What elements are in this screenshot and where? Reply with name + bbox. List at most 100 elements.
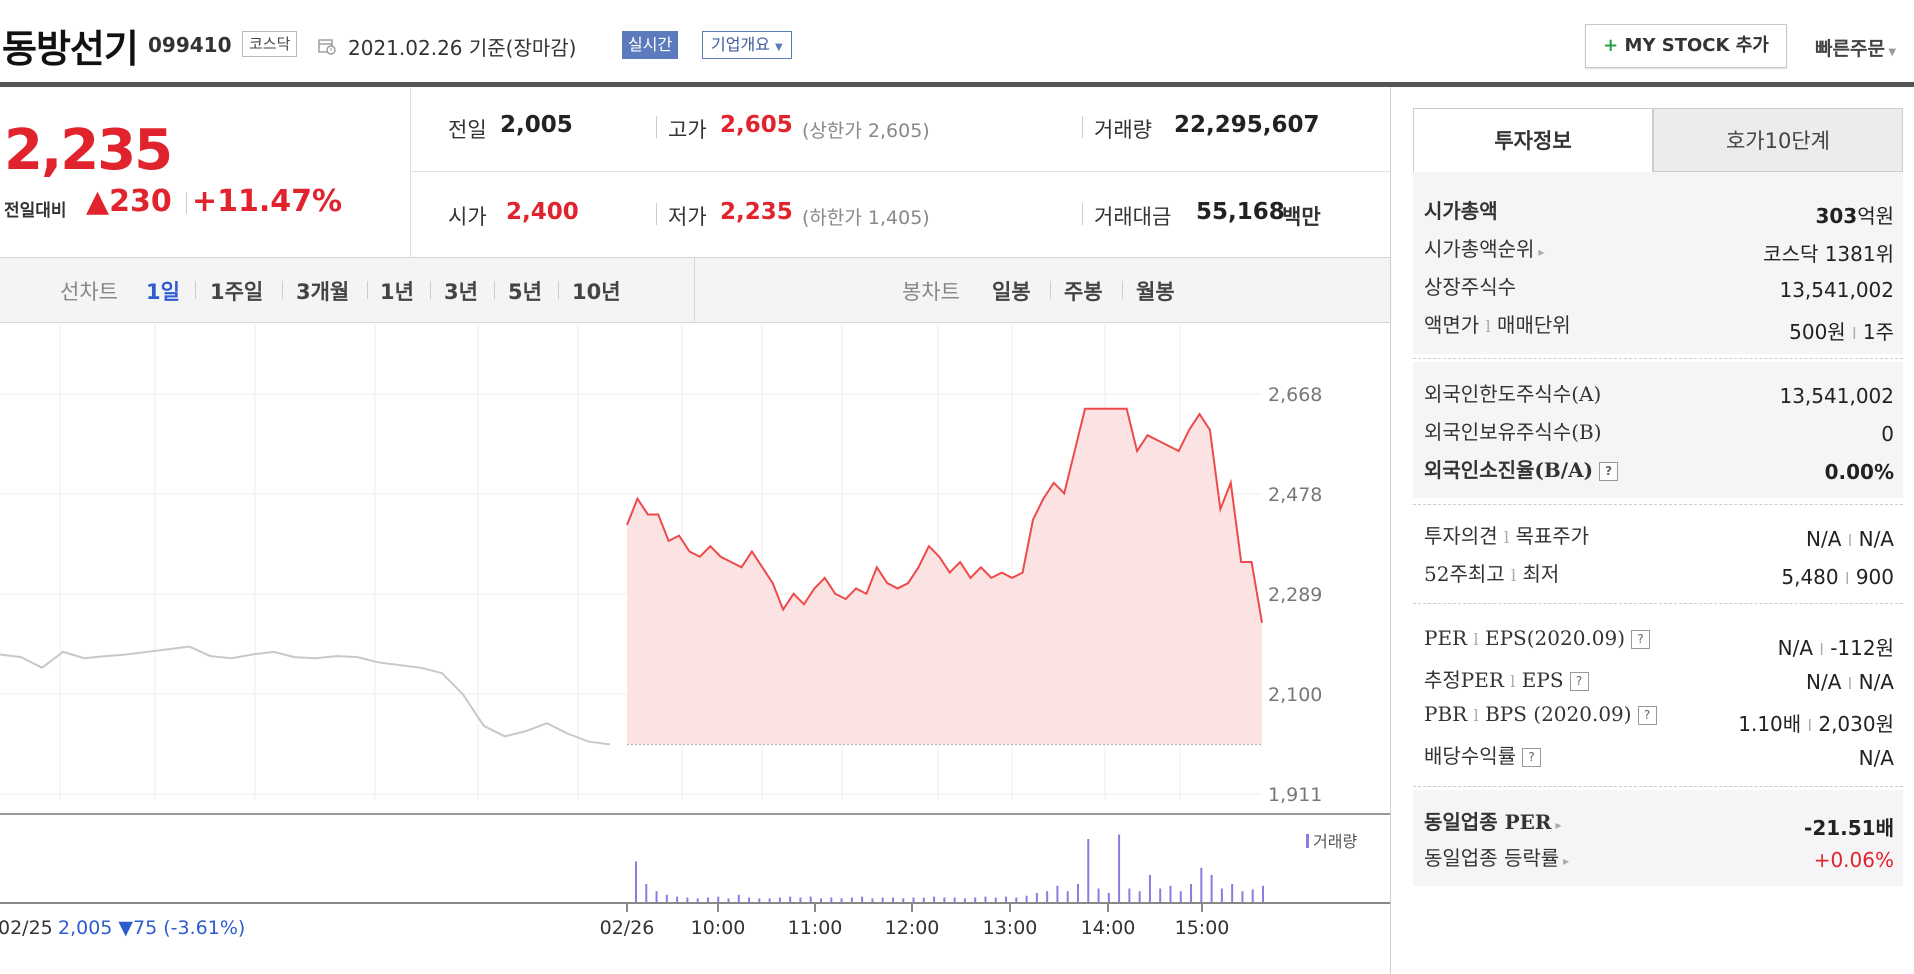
divider bbox=[282, 281, 283, 299]
tab-1w[interactable]: 1주일 bbox=[210, 280, 264, 304]
market-cap-value: 303억원 bbox=[1815, 204, 1894, 228]
tab-3m[interactable]: 3개월 bbox=[296, 280, 350, 304]
divider bbox=[1413, 786, 1903, 787]
w52-value: 5,480 l 900 bbox=[1781, 565, 1894, 589]
caret-right-icon: ▸ bbox=[1555, 818, 1562, 832]
divider bbox=[1082, 203, 1083, 225]
volume-bar bbox=[1241, 891, 1244, 902]
help-icon[interactable]: ? bbox=[1631, 630, 1651, 649]
volume-bar bbox=[655, 891, 658, 902]
volume-bar bbox=[748, 897, 751, 902]
company-overview-dropdown[interactable]: 기업개요 ▼ bbox=[702, 31, 792, 59]
volume-bar bbox=[706, 897, 709, 902]
volume-bar bbox=[881, 897, 884, 902]
pbr-bps-label: PBR l BPS (2020.09)? bbox=[1424, 702, 1657, 726]
volume-bar bbox=[974, 897, 977, 902]
volume-bar bbox=[789, 896, 792, 902]
section-market-cap bbox=[1413, 172, 1903, 354]
section-sector bbox=[1413, 790, 1903, 886]
est-per-value: N/A l N/A bbox=[1806, 670, 1894, 694]
volume-bar bbox=[737, 894, 740, 902]
volume-bar bbox=[1107, 893, 1110, 902]
tab-monthly-candle[interactable]: 월봉 bbox=[1136, 280, 1175, 304]
volume-bar bbox=[758, 898, 761, 902]
header-divider bbox=[0, 82, 1914, 87]
divider bbox=[494, 281, 495, 299]
stock-header: 동방선기 099410 코스닥 2021.02.26 기준(장마감) 실시간 기… bbox=[0, 0, 1914, 84]
low-value: 2,235 bbox=[720, 199, 793, 225]
divider bbox=[656, 116, 657, 138]
tab-orderbook-10[interactable]: 호가10단계 bbox=[1653, 108, 1903, 172]
divider bbox=[1122, 281, 1123, 299]
volume-bar bbox=[768, 898, 771, 902]
volume-bar bbox=[1179, 891, 1182, 902]
tab-10y[interactable]: 10년 bbox=[572, 280, 621, 304]
sector-change-link[interactable]: 동일업종 등락률 ▸ bbox=[1424, 846, 1570, 870]
quick-order-dropdown[interactable]: 빠른주문 ▼ bbox=[1815, 34, 1896, 61]
add-mystock-button[interactable]: + MY STOCK 추가 bbox=[1585, 24, 1787, 68]
volume-bar bbox=[902, 898, 905, 902]
x-tick-label: 10:00 bbox=[691, 917, 746, 939]
volume-bar bbox=[696, 898, 699, 902]
add-mystock-label: MY STOCK 추가 bbox=[1624, 35, 1769, 56]
divider bbox=[367, 281, 368, 299]
y-tick-label: 1,911 bbox=[1268, 784, 1322, 806]
divider bbox=[1082, 116, 1083, 138]
volume-bar bbox=[1118, 834, 1121, 902]
open-label: 시가 bbox=[448, 205, 487, 229]
volume-bar bbox=[861, 896, 864, 902]
tab-3y[interactable]: 3년 bbox=[444, 280, 478, 304]
foreign-limit-value: 13,541,002 bbox=[1779, 384, 1894, 408]
volume-bar bbox=[1210, 875, 1213, 902]
x-tick-label: 02/26 bbox=[600, 917, 655, 939]
volume-bar bbox=[943, 897, 946, 902]
change-value: ▲230 bbox=[86, 184, 172, 219]
panel-divider bbox=[1390, 87, 1391, 974]
amount-value: 55,168 bbox=[1196, 199, 1285, 225]
volume-legend-label: 거래량 bbox=[1313, 832, 1357, 851]
current-price: 2,235 bbox=[4, 118, 173, 183]
est-per-label: 추정PER l EPS? bbox=[1424, 664, 1589, 693]
volume-bar bbox=[1087, 839, 1090, 902]
price-chart[interactable]: 2,668 2,478 2,289 2,100 1,911 거래량 02/26 10:00 11… bbox=[0, 322, 1390, 974]
volume-bar bbox=[1005, 896, 1008, 902]
x-tick-label: 12:00 bbox=[885, 917, 940, 939]
tab-daily-candle[interactable]: 일봉 bbox=[992, 280, 1031, 304]
volume-bar bbox=[635, 861, 637, 902]
foreign-limit-label: 외국인한도주식수(A) bbox=[1424, 382, 1602, 406]
divider bbox=[186, 192, 187, 214]
amount-unit: 백만 bbox=[1282, 205, 1321, 229]
lower-limit: (하한가 1,405) bbox=[802, 207, 930, 229]
row-divider bbox=[410, 171, 1390, 172]
opinion-label: 투자의견 l 목표주가 bbox=[1424, 524, 1590, 548]
divider bbox=[1050, 281, 1051, 299]
tab-investment-info[interactable]: 투자정보 bbox=[1413, 108, 1653, 172]
change-label: 전일대비 bbox=[4, 201, 67, 221]
opinion-value: N/A l N/A bbox=[1806, 527, 1894, 551]
realtime-button[interactable]: 실시간 bbox=[622, 31, 679, 59]
volume-bar bbox=[953, 897, 956, 902]
tab-1y[interactable]: 1년 bbox=[380, 280, 414, 304]
tab-5y[interactable]: 5년 bbox=[508, 280, 542, 304]
per-eps-label: PER l EPS(2020.09)? bbox=[1424, 626, 1651, 650]
stock-code: 099410 bbox=[148, 33, 232, 57]
shares-label: 상장주식수 bbox=[1424, 275, 1516, 299]
tab-weekly-candle[interactable]: 주봉 bbox=[1064, 280, 1103, 304]
help-icon[interactable]: ? bbox=[1522, 748, 1541, 767]
volume-legend-swatch bbox=[1306, 834, 1309, 848]
stock-name: 동방선기 bbox=[2, 27, 139, 71]
tab-1d[interactable]: 1일 bbox=[146, 280, 180, 304]
w52-label: 52주최고 l 최저 bbox=[1424, 562, 1560, 586]
chevron-down-icon: ▼ bbox=[1884, 47, 1897, 58]
help-icon[interactable]: ? bbox=[1599, 462, 1619, 481]
volume-bar bbox=[850, 897, 853, 902]
help-icon[interactable]: ? bbox=[1637, 706, 1657, 725]
market-badge: 코스닥 bbox=[242, 31, 298, 57]
volume-bar bbox=[871, 898, 874, 902]
volume-bar bbox=[676, 896, 679, 902]
help-icon[interactable]: ? bbox=[1569, 672, 1589, 691]
volume-bar bbox=[1035, 893, 1038, 902]
sector-per-link[interactable]: 동일업종 PER ▸ bbox=[1424, 810, 1562, 834]
chart-period-tabs bbox=[0, 257, 1390, 323]
cap-rank-link[interactable]: 시가총액순위 ▸ bbox=[1424, 237, 1545, 261]
